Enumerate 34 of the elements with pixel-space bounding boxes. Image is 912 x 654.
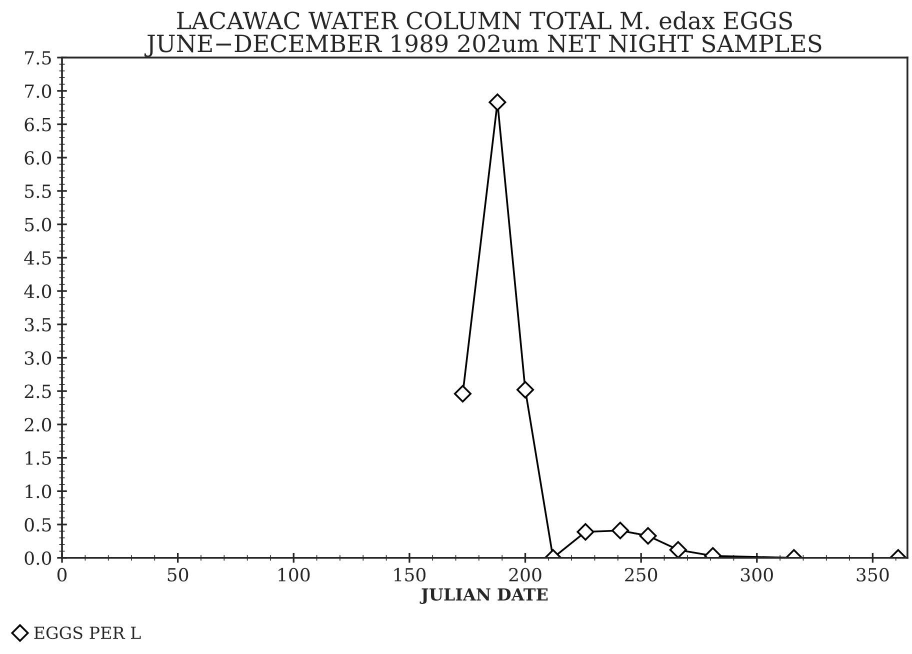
y-tick-label: 7.0: [25, 84, 52, 98]
y-tick-label: 3.5: [24, 318, 51, 332]
point: [639, 527, 657, 545]
x-tick-label: 200: [509, 568, 542, 582]
x-tick-label: 250: [625, 568, 658, 582]
y-tick-label: 3.0: [24, 351, 52, 365]
point: [454, 385, 472, 403]
point: [516, 380, 534, 399]
y-tick-label: 1.5: [26, 451, 51, 465]
x-tick-label: 0: [57, 568, 67, 582]
x-tick-label: 300: [741, 568, 773, 582]
point: [669, 541, 687, 558]
y-tick-label: 6.0: [24, 151, 52, 165]
chart-title: LACAWAC WATER COLUMN TOTAL M. edax EGGS JUNE−DECEMBER 1989 202um NET NIGHT SAMPLES: [144, 11, 822, 57]
x-tick-label: 150: [394, 568, 426, 582]
legend-label: EGGS PER L: [34, 626, 141, 640]
y-tick-label: 6.5: [24, 118, 51, 132]
x-tick-label: 100: [278, 568, 310, 582]
y-tick-label: 5.5: [25, 184, 51, 198]
point: [611, 522, 629, 540]
y-tick-label: 5.0: [25, 218, 52, 232]
x-tick-label: 50: [168, 568, 188, 582]
y-tick-label: 0.5: [24, 518, 51, 532]
point: [576, 523, 594, 541]
y-tick-label: 4.0: [24, 284, 52, 298]
y-tick-label: 4.5: [24, 251, 51, 265]
x-axis-title: JULIAN DATE: [420, 588, 548, 604]
x-tick-label: 350: [856, 568, 889, 582]
y-tick-label: 1.0: [26, 484, 52, 498]
y-tick-label: 2.5: [24, 384, 51, 398]
y-tick-label: 7.5: [25, 51, 51, 65]
point: [488, 93, 506, 112]
y-tick-label: 2.0: [24, 418, 52, 432]
y-tick-label: 0.0: [24, 551, 52, 565]
